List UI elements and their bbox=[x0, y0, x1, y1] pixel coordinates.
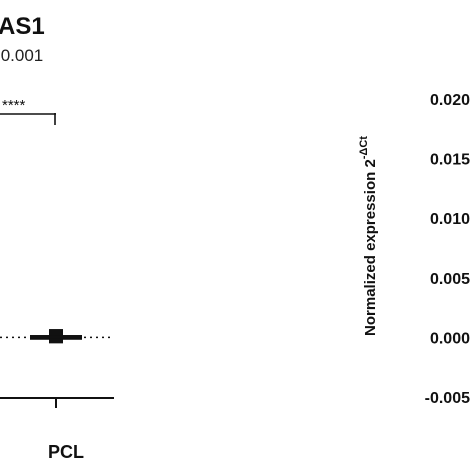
y-tick-label: 0.020 bbox=[430, 92, 470, 109]
y-axis-label-superscript: -ΔCt bbox=[358, 136, 370, 160]
box-plot-pcl bbox=[30, 329, 82, 344]
x-tick-label-pcl: PCL bbox=[48, 442, 84, 462]
significance-bracket: **** bbox=[0, 97, 56, 125]
y-tick-label: 0.005 bbox=[430, 271, 470, 288]
y-tick-label: 0.010 bbox=[430, 211, 470, 228]
x-axis: PCL bbox=[0, 397, 114, 462]
y-axis-label-main: Normalized expression 2 bbox=[362, 159, 379, 336]
chart-subtitle: .0.001 bbox=[0, 46, 43, 65]
y-axis-label: Normalized expression 2-ΔCt bbox=[358, 136, 379, 336]
y-tick-label: -0.005 bbox=[425, 390, 470, 407]
y-axis-panel: Normalized expression 2-ΔCt 0.020 0.015 0.… bbox=[358, 92, 470, 407]
y-tick-label: 0.015 bbox=[430, 152, 470, 169]
chart-title: AS1 bbox=[0, 13, 45, 40]
significance-label: **** bbox=[2, 97, 26, 114]
y-tick-label: 0.000 bbox=[430, 330, 470, 347]
